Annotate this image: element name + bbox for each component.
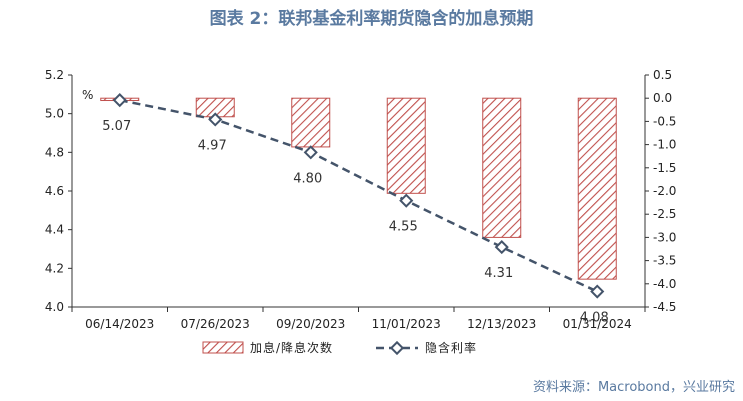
legend-label-bars: 加息/降息次数 [250,340,333,355]
x-tick-label: 09/20/2023 [276,317,345,331]
y-right-tick-label: -0.5 [653,114,676,128]
line-path [119,98,598,293]
line-point [112,93,127,108]
bar [482,97,522,238]
x-tick-label: 06/14/2023 [85,317,154,331]
x-tick-label: 12/13/2023 [467,317,536,331]
data-label: 4.55 [389,220,418,235]
y-right-tick-label: -4.0 [653,277,676,291]
line-point [399,193,414,208]
y-left-tick-label: 4.8 [45,145,64,159]
y-left-tick-label: 5.0 [45,107,64,121]
line-point [590,284,605,299]
bar [577,97,617,280]
data-label: 4.80 [293,171,322,186]
data-label: 5.07 [102,119,131,134]
y-right-tick-label: -4.5 [653,300,676,314]
line-point [208,112,223,127]
data-label: 4.97 [198,138,227,153]
bar [291,97,331,148]
data-label: 4.08 [580,311,609,326]
legend: 加息/降息次数 隐含利率 [202,340,477,356]
legend-swatch-bars [202,341,244,354]
y-left-tick-label: 4.6 [45,184,64,198]
y-right-tick-label: -1.5 [653,161,676,175]
unit-label: % [82,88,93,102]
data-label: 4.31 [484,266,513,281]
y-right-tick-label: -2.5 [653,207,676,221]
legend-label-line: 隐含利率 [425,340,477,355]
x-tick-label: 01/31/2024 [563,317,632,331]
y-right-tick-label: -3.5 [653,254,676,268]
line-point [494,239,509,255]
x-tick-label: 11/01/2023 [372,317,441,331]
y-left-tick-label: 5.2 [45,68,64,82]
line-series [112,93,605,299]
legend-swatch-marker [389,340,405,356]
x-tick-label: 07/26/2023 [181,317,250,331]
axes: 4.0 4.2 4.4 4.6 4.8 5.0 5.2 0.5 0.0 -0.5 -1.0 -1.5 -… [45,68,677,331]
y-left-tick-label: 4.4 [45,223,64,237]
bar [386,97,426,194]
y-right-tick-label: -2.0 [653,184,676,198]
y-right-tick-label: -3.0 [653,230,676,244]
data-labels: 5.07 4.97 4.80 4.55 4.31 4.08 [102,119,608,325]
y-right-tick-label: 0.5 [653,68,672,82]
y-right-tick-label: -1.0 [653,138,676,152]
line-point [303,145,318,160]
bar-series [100,97,617,280]
source-note: 资料来源：Macrobond，兴业研究 [532,380,735,395]
y-left-tick-label: 4.0 [45,300,64,314]
y-left-tick-label: 4.2 [45,261,64,275]
chart-title: 图表 2：联邦基金利率期货隐含的加息预期 [209,9,534,29]
y-right-tick-label: 0.0 [653,91,672,105]
